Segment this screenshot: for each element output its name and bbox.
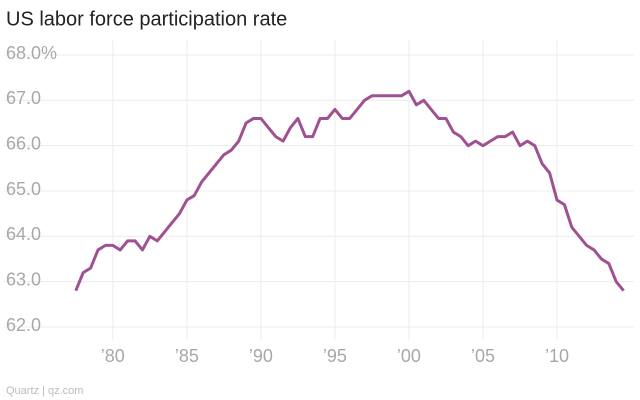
x-tick-label: ’90 <box>249 346 273 366</box>
y-tick-label: 63.0 <box>6 269 41 289</box>
y-tick-label: 65.0 <box>6 179 41 199</box>
source: Quartz | qz.com <box>6 385 83 397</box>
x-tick-label: ’95 <box>323 346 347 366</box>
y-tick-label: 68.0% <box>6 43 57 63</box>
x-tick-label: ’00 <box>397 346 421 366</box>
line <box>74 89 625 292</box>
chart-title: US labor force participation rate <box>6 8 287 30</box>
x-tick-label: ’05 <box>471 346 495 366</box>
x-tick-label: ’10 <box>545 346 569 366</box>
y-tick-label: 66.0 <box>6 133 41 153</box>
x-tick-label: ’85 <box>175 346 199 366</box>
y-tick-label: 64.0 <box>6 224 41 244</box>
y-tick-label: 67.0 <box>6 88 41 108</box>
y-tick-label: 62.0 <box>6 315 41 335</box>
x-tick-label: ’80 <box>101 346 125 366</box>
